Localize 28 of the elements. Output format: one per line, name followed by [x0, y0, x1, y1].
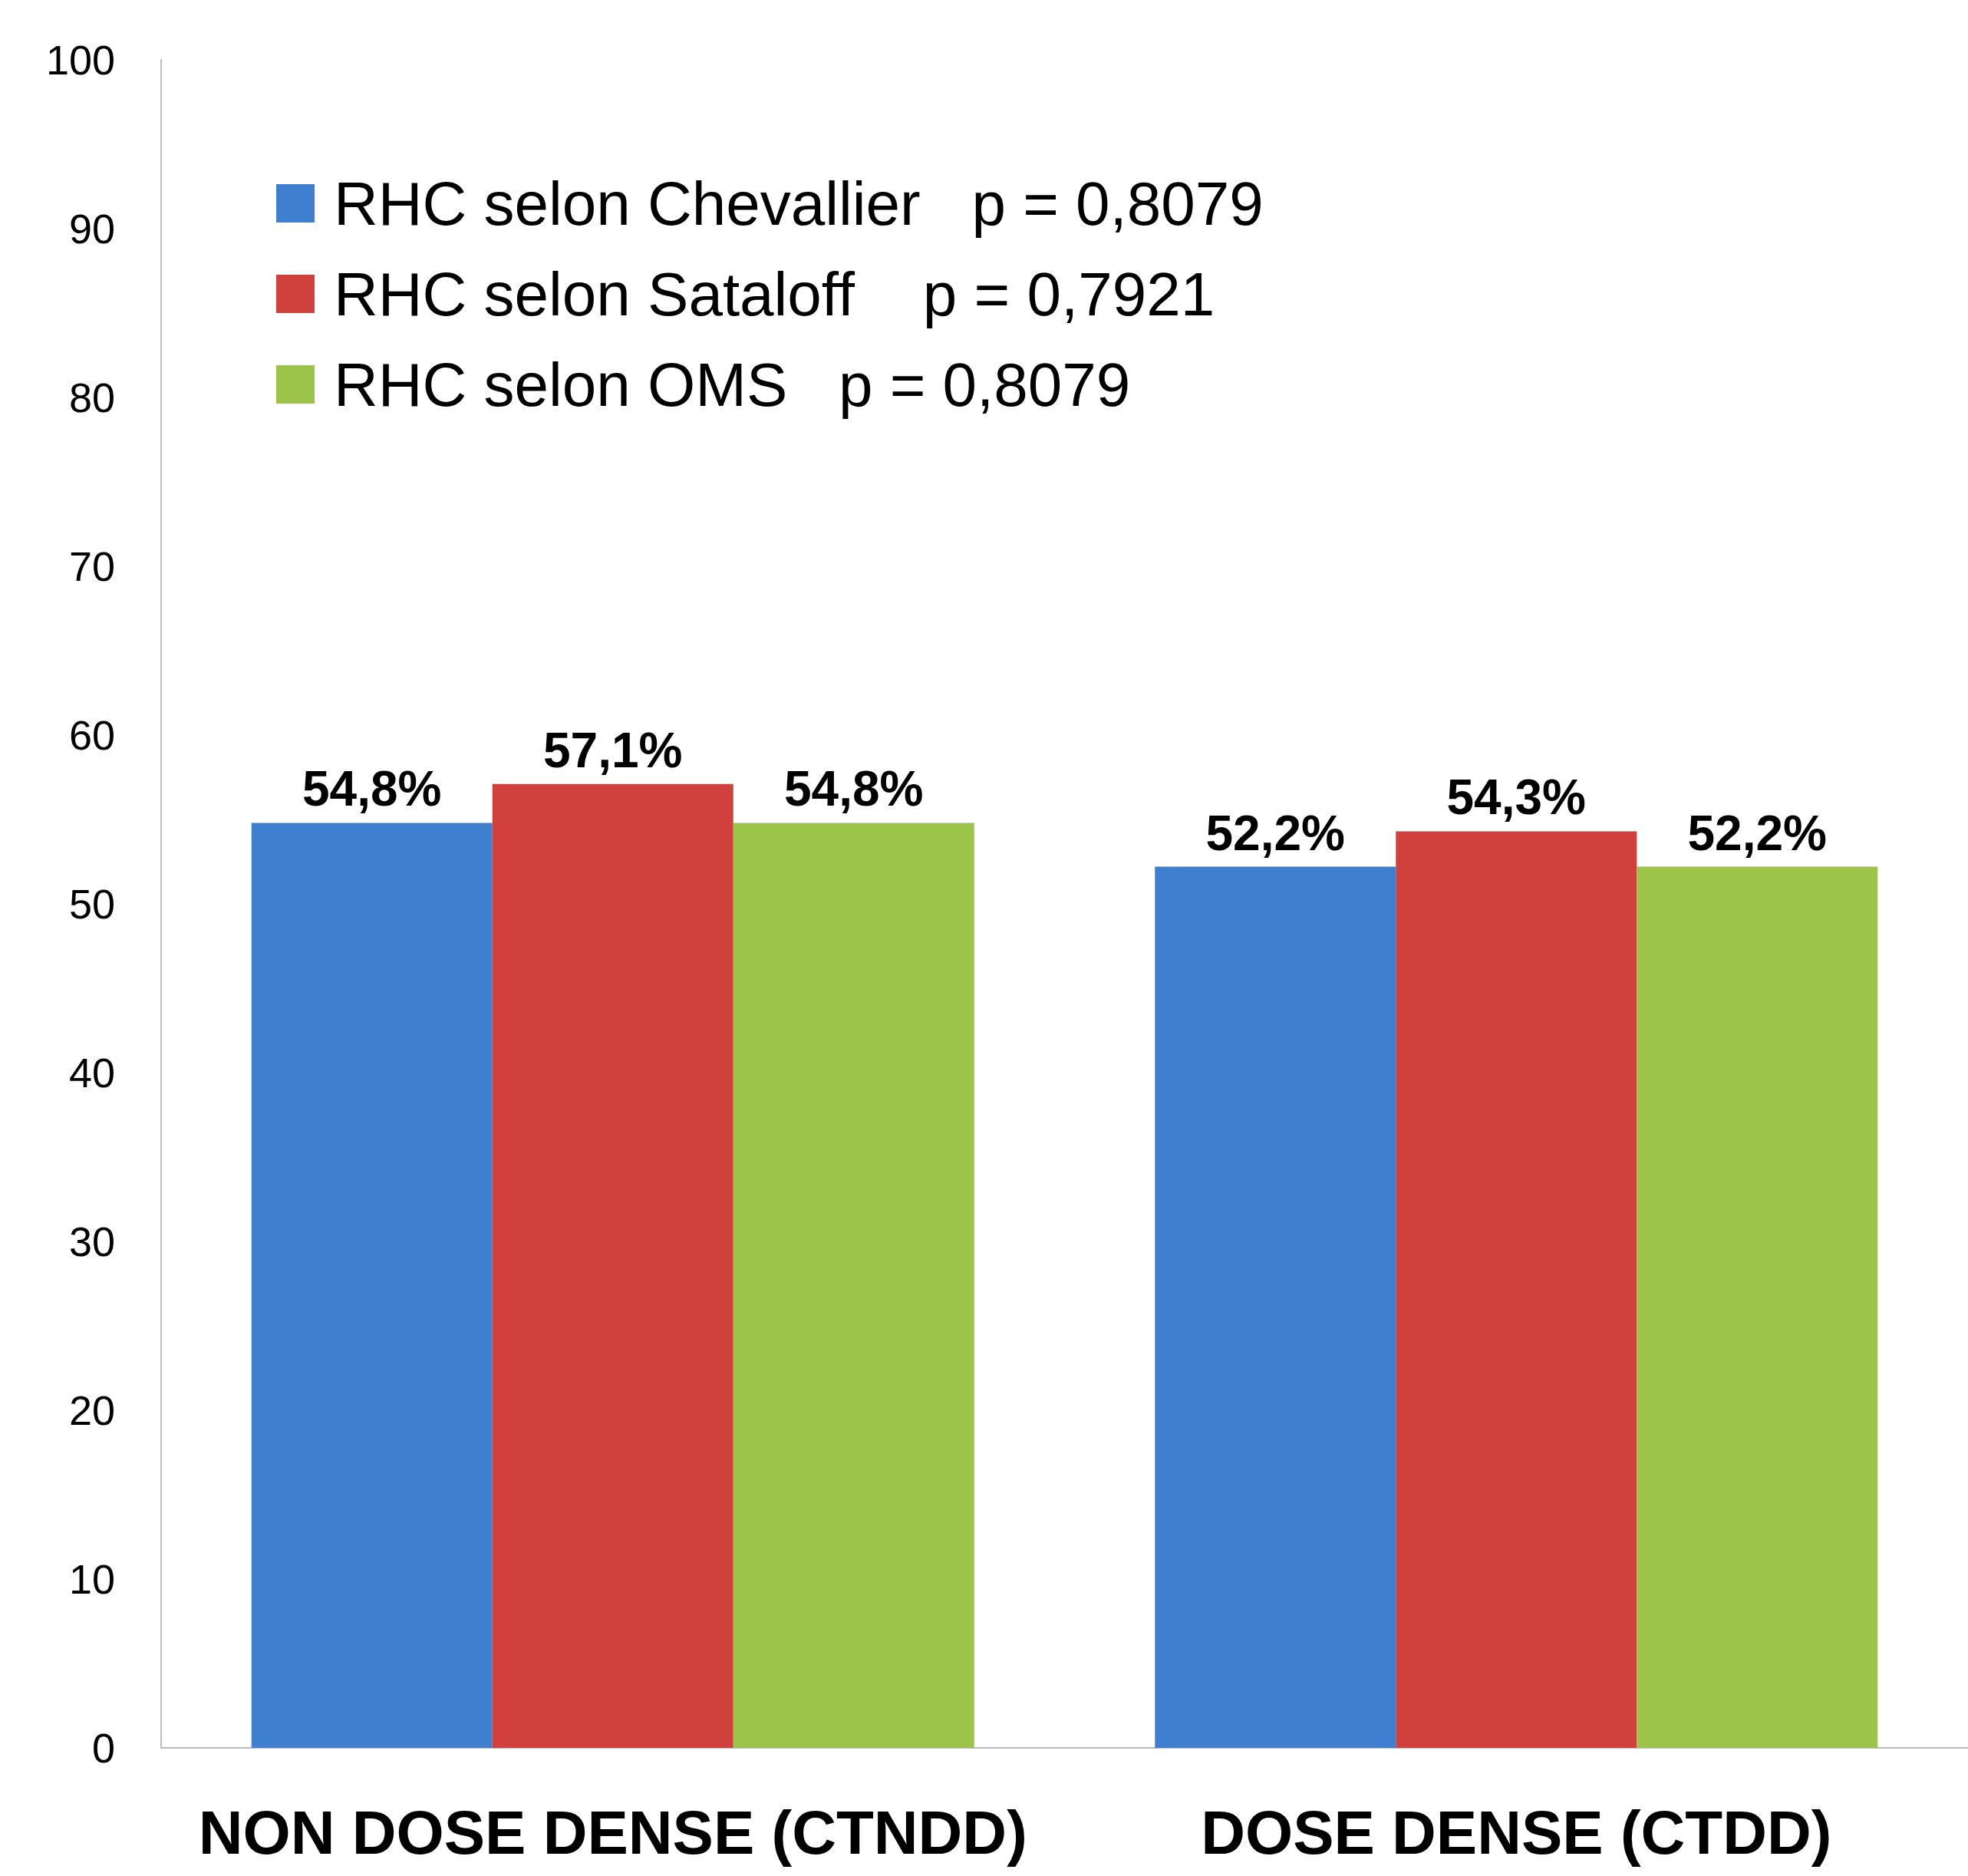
y-tick-label: 40 [68, 1050, 115, 1096]
legend-label: RHC selon OMS p = 0,8079 [334, 350, 1131, 419]
data-label: 52,2% [1205, 805, 1345, 861]
y-tick-label: 70 [68, 543, 115, 589]
x-tick-label: NON DOSE DENSE (CTNDD) [198, 1798, 1027, 1867]
data-label: 54,8% [302, 761, 442, 817]
y-tick-label: 80 [68, 374, 115, 420]
y-tick-label: 90 [68, 206, 115, 252]
data-label: 54,8% [784, 761, 924, 817]
legend-label: RHC selon Sataloff p = 0,7921 [334, 259, 1215, 328]
legend-label: RHC selon Chevallier p = 0,8079 [334, 169, 1264, 238]
bar [1155, 866, 1396, 1748]
y-tick-label: 30 [68, 1218, 115, 1264]
bar [733, 823, 974, 1748]
y-tick-label: 0 [91, 1725, 115, 1771]
data-label: 54,3% [1446, 770, 1586, 826]
y-tick-label: 100 [45, 37, 115, 83]
data-label: 57,1% [543, 722, 683, 778]
bar [1396, 831, 1637, 1748]
bar [492, 783, 733, 1748]
y-tick-label: 60 [68, 712, 115, 758]
bar [251, 823, 493, 1748]
data-label: 52,2% [1687, 805, 1827, 861]
y-tick-label: 50 [68, 881, 115, 927]
y-tick-label: 10 [68, 1556, 115, 1602]
bar [1637, 866, 1878, 1748]
x-tick-label: DOSE DENSE (CTDD) [1201, 1798, 1832, 1867]
y-tick-label: 20 [68, 1387, 115, 1433]
